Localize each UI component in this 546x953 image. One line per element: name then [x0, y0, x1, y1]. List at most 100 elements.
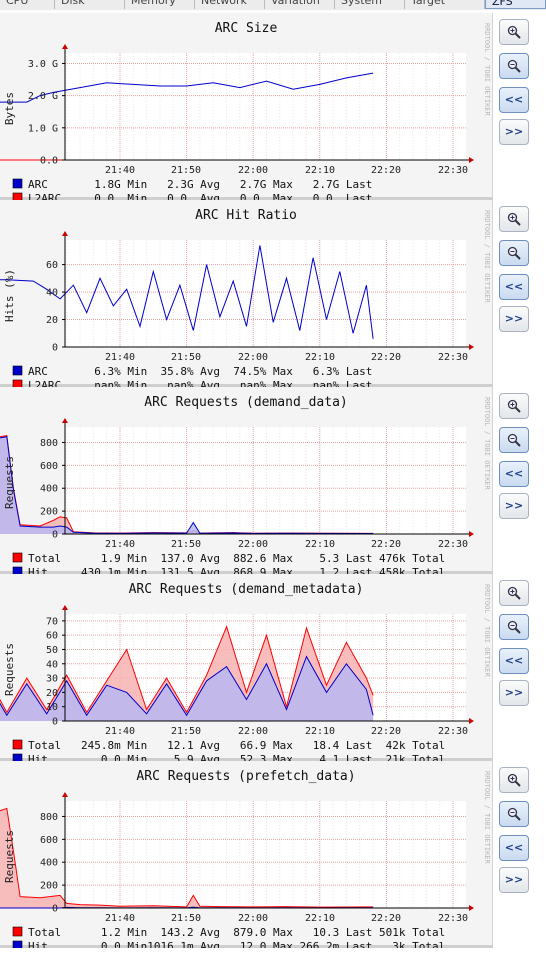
rrdtool-credit: RRDTOOL / TOBI OETIKER: [483, 397, 491, 491]
x-tick-label: 22:00: [238, 726, 268, 737]
legend-swatch-hit: [12, 753, 23, 761]
zoom-out-icon: [507, 433, 521, 447]
x-axis-arrow: [469, 531, 474, 537]
graph-panel: ARC Requests (demand_data) Requests 0 200 40…: [0, 387, 493, 574]
series-area-hit: [0, 656, 374, 721]
tab-system[interactable]: System: [335, 0, 405, 9]
zoom-out-button[interactable]: [499, 53, 529, 79]
zoom-out-button[interactable]: [499, 614, 529, 640]
legend-swatch-arc: [12, 365, 23, 376]
tab-variation[interactable]: Variation: [265, 0, 335, 9]
tab-bar: CPU Disk Memory Network Variation System…: [0, 0, 546, 10]
x-tick-label: 22:20: [371, 165, 401, 176]
y-tick-label: 600: [40, 835, 58, 846]
scroll-back-button[interactable]: <<: [499, 274, 529, 300]
y-tick-label: 20: [46, 688, 58, 699]
zoom-in-icon: [507, 212, 521, 226]
y-tick-label: 40: [46, 288, 58, 299]
graph-controls: << >>: [493, 574, 546, 761]
legend-total: Total 1.2 Min 143.2 Avg 879.0 Max 10.3 L…: [28, 926, 445, 939]
zoom-in-button[interactable]: [499, 580, 529, 606]
graph-svg: ARC Requests (demand_metadata) Requests 0 1…: [0, 582, 491, 761]
x-axis-arrow: [469, 718, 474, 724]
scroll-forward-button[interactable]: >>: [499, 119, 529, 145]
x-tick-label: 22:10: [305, 913, 335, 924]
graph-svg: ARC Requests (demand_data) Requests 0 200 40…: [0, 395, 491, 574]
y-axis-arrow: [62, 418, 68, 423]
scroll-back-button[interactable]: <<: [499, 87, 529, 113]
x-tick-label: 21:40: [105, 539, 135, 550]
x-axis-arrow: [469, 905, 474, 911]
zoom-in-icon: [507, 25, 521, 39]
graph-panel: ARC Requests (prefetch_data) Requests 0 200…: [0, 761, 493, 948]
zoom-out-icon: [507, 807, 521, 821]
zoom-in-button[interactable]: [499, 767, 529, 793]
zoom-in-button[interactable]: [499, 206, 529, 232]
zoom-out-button[interactable]: [499, 801, 529, 827]
y-tick-label: 70: [46, 616, 58, 627]
graph-controls: << >>: [493, 200, 546, 387]
scroll-forward-button[interactable]: >>: [499, 306, 529, 332]
tab-cpu[interactable]: CPU: [0, 0, 55, 9]
scroll-forward-button[interactable]: >>: [499, 867, 529, 893]
y-tick-label: 0.0: [40, 156, 58, 167]
x-tick-label: 22:00: [238, 352, 268, 363]
zoom-in-button[interactable]: [499, 393, 529, 419]
zoom-in-icon: [507, 399, 521, 413]
x-tick-label: 21:40: [105, 913, 135, 924]
series-line-hit: [0, 655, 374, 717]
tab-target[interactable]: Target: [405, 0, 485, 9]
legend-swatch-hit: [12, 566, 23, 574]
zoom-in-button[interactable]: [499, 19, 529, 45]
legend-hit: Hit 0.0 Min1016.1m Avg 12.0 Max 266.2m L…: [28, 940, 445, 948]
rrdtool-credit: RRDTOOL / TOBI OETIKER: [483, 210, 491, 304]
chart-title: ARC Hit Ratio: [195, 208, 297, 223]
y-tick-label: 60: [46, 631, 58, 642]
legend-arc: ARC 6.3% Min 35.8% Avg 74.5% Max 6.3% La…: [28, 365, 372, 378]
graph-controls: << >>: [493, 387, 546, 574]
x-tick-label: 21:50: [171, 726, 201, 737]
plot-area: [65, 801, 466, 908]
y-tick-label: 0: [52, 343, 58, 354]
scroll-back-button[interactable]: <<: [499, 461, 529, 487]
y-axis-label: Hits (%): [3, 269, 16, 322]
y-axis-arrow: [62, 792, 68, 797]
scroll-forward-button[interactable]: >>: [499, 493, 529, 519]
zoom-out-icon: [507, 620, 521, 634]
x-tick-label: 22:20: [371, 726, 401, 737]
tab-disk[interactable]: Disk: [55, 0, 125, 9]
x-tick-label: 21:50: [171, 165, 201, 176]
scroll-back-button[interactable]: <<: [499, 835, 529, 861]
x-tick-label: 21:40: [105, 726, 135, 737]
zoom-out-button[interactable]: [499, 427, 529, 453]
y-axis-arrow: [62, 605, 68, 610]
y-axis-label: Requests: [3, 830, 16, 883]
tab-network[interactable]: Network: [195, 0, 265, 9]
y-tick-label: 200: [40, 881, 58, 892]
tab-memory[interactable]: Memory: [125, 0, 195, 9]
legend-hit: Hit 0.0 Min 5.9 Avg 52.3 Max 4.1 Last 21…: [28, 753, 445, 761]
scroll-back-button[interactable]: <<: [499, 648, 529, 674]
x-tick-label: 22:30: [438, 726, 468, 737]
legend-l2arc: L2ARC 0.0 Min 0.0 Avg 0.0 Max 0.0 Last: [28, 192, 372, 200]
y-tick-label: 3.0 G: [28, 59, 58, 70]
chart-title: ARC Requests (demand_metadata): [129, 582, 364, 597]
zoom-out-button[interactable]: [499, 240, 529, 266]
tab-zfs[interactable]: ZFS: [485, 0, 546, 9]
scroll-forward-button[interactable]: >>: [499, 680, 529, 706]
x-tick-label: 22:10: [305, 165, 335, 176]
x-tick-label: 22:00: [238, 913, 268, 924]
y-tick-label: 60: [46, 260, 58, 271]
rrdtool-credit: RRDTOOL / TOBI OETIKER: [483, 584, 491, 678]
zoom-out-icon: [507, 59, 521, 73]
graph-svg: ARC Size Bytes 0.0 1.0 G 2.0 G 3.0 G 21:40 21:5…: [0, 21, 491, 200]
x-tick-label: 22:20: [371, 352, 401, 363]
graph-controls: << >>: [493, 13, 546, 200]
x-tick-label: 22:00: [238, 539, 268, 550]
y-axis-arrow: [62, 231, 68, 236]
x-tick-label: 21:50: [171, 352, 201, 363]
graph-panel: ARC Hit Ratio Hits (%) 0 20 40 60 21:40 21:50 22…: [0, 200, 493, 387]
y-tick-label: 30: [46, 674, 58, 685]
y-axis-label: Requests: [3, 643, 16, 696]
legend-hit: Hit 430.1m Min 131.5 Avg 868.9 Max 1.2 L…: [28, 566, 445, 574]
